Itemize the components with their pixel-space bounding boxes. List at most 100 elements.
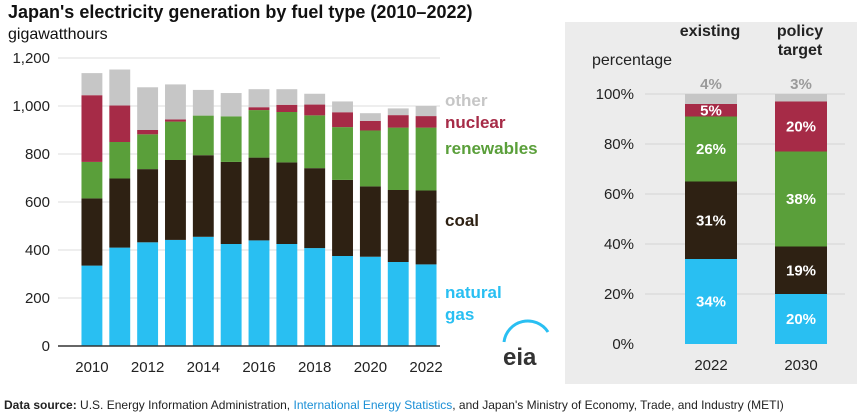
pct-bar-other-2030 — [775, 94, 827, 102]
bar-renewables-2011 — [109, 142, 131, 179]
bar-nuclear-2021 — [387, 115, 409, 128]
bar-natural-gas-2010 — [81, 265, 103, 346]
left-y-tick-label: 0 — [42, 338, 50, 355]
pct-bar-coal-2022 — [685, 181, 737, 259]
legend-other: other — [445, 91, 488, 110]
left-x-tick-label: 2016 — [242, 359, 275, 376]
legend-natural-gas-line2: gas — [445, 305, 474, 324]
bar-natural-gas-2022 — [415, 264, 437, 346]
column-header-existing: existing — [679, 23, 741, 40]
bar-other-2022 — [415, 106, 437, 117]
bar-renewables-2015 — [220, 116, 242, 162]
source-prefix: Data source: — [4, 398, 77, 412]
bar-renewables-2018 — [304, 115, 326, 169]
bar-renewables-2021 — [387, 127, 409, 190]
left-x-tick-label: 2020 — [354, 359, 387, 376]
pct-label-nuclear-2022: 5% — [700, 102, 722, 119]
bar-coal-2021 — [387, 190, 409, 262]
bar-coal-2020 — [359, 186, 381, 257]
source-text-2: , and Japan's Ministry of Economy, Trade… — [452, 398, 784, 412]
bar-nuclear-2017 — [276, 104, 298, 112]
bar-nuclear-2020 — [359, 120, 381, 131]
left-x-tick-label: 2018 — [298, 359, 331, 376]
right-stacked-bars: 34% 31% 26% 5% 4% 20% 19% 38% 20% 3% — [685, 76, 827, 344]
pct-label-nuclear-2030: 20% — [786, 119, 816, 136]
bar-other-2011 — [109, 69, 131, 106]
right-y-tick-label: 80% — [604, 136, 634, 153]
bar-renewables-2017 — [276, 112, 298, 163]
bar-other-2018 — [304, 93, 326, 105]
bar-coal-2018 — [304, 168, 326, 249]
bar-natural-gas-2019 — [332, 256, 353, 346]
bar-other-2010 — [81, 73, 103, 96]
pct-label-coal-2022: 31% — [696, 212, 726, 229]
bar-natural-gas-2012 — [137, 242, 159, 346]
left-axis-labels: 0 200 400 600 800 1,000 1,200 2010 2012 2014 2016 2… — [12, 50, 442, 376]
bar-coal-2015 — [220, 161, 242, 244]
bar-coal-2016 — [248, 157, 270, 241]
left-x-tick-label: 2012 — [131, 359, 164, 376]
left-y-tick-label: 1,200 — [12, 50, 50, 67]
bar-coal-2014 — [192, 155, 214, 237]
pct-bar-nuclear-2022 — [685, 104, 737, 117]
pct-bar-other-2022 — [685, 94, 737, 104]
bar-renewables-2013 — [165, 121, 186, 160]
legend-natural-gas-line1: natural — [445, 283, 502, 302]
pct-bar-natural-gas-2022 — [685, 259, 737, 344]
pct-label-other-2030: 3% — [790, 76, 812, 93]
bar-renewables-2016 — [248, 110, 270, 158]
left-y-tick-label: 600 — [25, 194, 50, 211]
left-y-axis-unit: gigawatthours — [8, 26, 108, 43]
pct-label-coal-2030: 19% — [786, 262, 816, 279]
pct-bar-renewables-2030 — [775, 151, 827, 247]
bar-renewables-2019 — [332, 127, 353, 180]
pct-bar-nuclear-2030 — [775, 101, 827, 152]
bar-nuclear-2018 — [304, 104, 326, 116]
bar-coal-2012 — [137, 169, 159, 243]
bar-renewables-2020 — [359, 130, 381, 187]
bar-natural-gas-2014 — [192, 236, 214, 346]
bar-renewables-2022 — [415, 127, 437, 191]
bar-other-2019 — [332, 101, 353, 113]
bar-nuclear-2012 — [137, 130, 159, 135]
right-y-tick-label: 20% — [604, 286, 634, 303]
bar-nuclear-2022 — [415, 116, 437, 128]
bar-nuclear-2011 — [109, 105, 131, 142]
bar-natural-gas-2013 — [165, 239, 186, 346]
legend-renewables: renewables — [445, 139, 538, 158]
pct-label-renewables-2030: 38% — [786, 191, 816, 208]
bar-coal-2010 — [81, 198, 103, 266]
bar-natural-gas-2017 — [276, 244, 298, 346]
left-stacked-bars — [81, 69, 437, 346]
pct-bar-natural-gas-2030 — [775, 294, 827, 344]
bar-other-2016 — [248, 89, 270, 108]
bar-other-2012 — [137, 87, 159, 130]
legend-coal: coal — [445, 211, 479, 230]
bar-coal-2017 — [276, 162, 298, 244]
left-x-tick-label: 2010 — [75, 359, 108, 376]
bar-other-2021 — [387, 108, 409, 116]
pct-label-natural-gas-2030: 20% — [786, 311, 816, 328]
right-y-tick-label: 60% — [604, 186, 634, 203]
source-text-1: U.S. Energy Information Administration, — [80, 398, 291, 412]
bar-other-2015 — [220, 93, 242, 117]
eia-logo: eia — [502, 319, 550, 371]
bar-coal-2019 — [332, 179, 353, 256]
bar-renewables-2012 — [137, 134, 159, 170]
legend-nuclear: nuclear — [445, 113, 506, 132]
column-header-policy-target: policy target — [776, 23, 824, 59]
bar-natural-gas-2015 — [220, 244, 242, 346]
data-source-note: Data source: U.S. Energy Information Adm… — [4, 398, 784, 412]
bar-other-2014 — [192, 89, 214, 116]
bar-coal-2022 — [415, 190, 437, 265]
pct-label-renewables-2022: 26% — [696, 141, 726, 158]
source-link[interactable]: International Energy Statistics — [293, 398, 453, 412]
right-x-tick-label: 2022 — [694, 357, 727, 374]
bar-renewables-2014 — [192, 115, 214, 156]
bar-natural-gas-2016 — [248, 240, 270, 346]
right-y-tick-label: 40% — [604, 236, 634, 253]
left-y-tick-label: 1,000 — [12, 98, 50, 115]
pct-label-natural-gas-2022: 34% — [696, 294, 726, 311]
left-y-tick-label: 800 — [25, 146, 50, 163]
